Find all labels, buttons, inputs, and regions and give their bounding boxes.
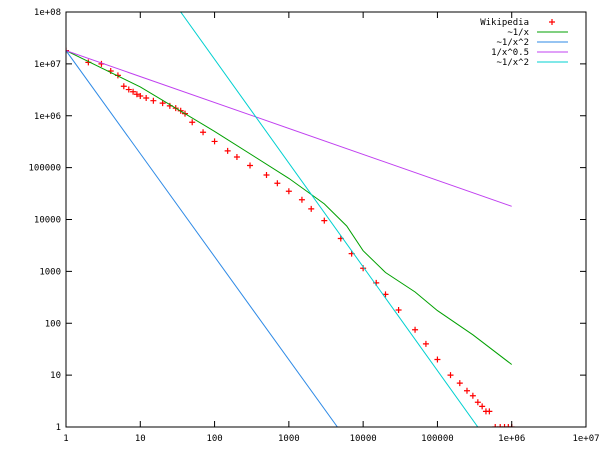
data-point — [120, 83, 127, 90]
data-point — [492, 424, 499, 427]
x-tick-label: 1000 — [278, 434, 300, 444]
ticks-layer: 1 10 100 1000 10000 100000 1e+06 1e+07 1 10 100 100… — [28, 8, 599, 444]
y-tick-label: 1e+06 — [34, 112, 61, 122]
y-tick-label: 100 — [45, 319, 61, 329]
data-point — [395, 307, 402, 314]
data-point — [501, 424, 508, 427]
data-point — [130, 88, 137, 95]
data-point — [211, 138, 218, 145]
data-point — [382, 291, 389, 298]
series-line — [66, 50, 512, 207]
y-tick-label: 1 — [56, 423, 61, 433]
data-point — [143, 94, 150, 101]
data-point — [274, 180, 281, 187]
data-point — [474, 399, 481, 406]
data-point — [189, 119, 196, 126]
legend-label: 1/x^0.5 — [491, 48, 529, 58]
data-point — [125, 86, 132, 93]
series-line — [66, 50, 513, 365]
data-point — [469, 392, 476, 399]
series-2 — [66, 50, 338, 427]
data-point — [505, 424, 512, 427]
y-tick-label: 10000 — [34, 216, 61, 226]
x-tick-label: 100000 — [421, 434, 454, 444]
data-point — [447, 372, 454, 379]
x-tick-label: 10 — [135, 434, 146, 444]
data-point — [159, 100, 166, 107]
data-point — [434, 356, 441, 363]
data-point — [422, 340, 429, 347]
x-tick-label: 1e+06 — [498, 434, 525, 444]
legend-marker — [549, 19, 555, 25]
legend-label: ~1/x^2 — [496, 38, 529, 48]
series-3 — [66, 50, 512, 207]
legend-label: ~1/x — [507, 28, 529, 38]
series-1 — [66, 50, 513, 365]
y-tick-label: 100000 — [28, 164, 61, 174]
data-point — [298, 196, 305, 203]
data-point — [321, 217, 328, 224]
series-line — [180, 12, 479, 427]
data-point — [150, 97, 157, 104]
data-point — [66, 47, 69, 54]
data-point — [247, 162, 254, 169]
data-point — [463, 387, 470, 394]
y-tick-label: 1e+07 — [34, 60, 61, 70]
series-line — [66, 50, 338, 427]
legend-label: ~1/x^2 — [496, 58, 529, 68]
series-4 — [180, 12, 479, 427]
plot-frame — [65, 11, 587, 428]
data-point — [497, 424, 504, 427]
data-point — [456, 380, 463, 387]
y-tick-label: 1e+08 — [34, 8, 61, 18]
y-tick-label: 1000 — [39, 267, 61, 277]
data-point — [224, 147, 231, 154]
data-point — [308, 205, 315, 212]
data-point — [285, 188, 292, 195]
data-point — [137, 93, 144, 100]
x-tick-label: 10000 — [350, 434, 377, 444]
series-0 — [66, 47, 515, 427]
y-tick-label: 10 — [50, 371, 61, 381]
data-point — [412, 326, 419, 333]
legend-label: Wikipedia — [480, 18, 529, 28]
data-point — [233, 154, 240, 161]
series-layer — [66, 12, 515, 427]
x-tick-label: 100 — [206, 434, 222, 444]
data-point — [200, 129, 207, 136]
data-point — [133, 91, 140, 98]
legend: Wikipedia~1/x~1/x^21/x^0.5~1/x^2 — [480, 18, 568, 68]
x-tick-label: 1 — [63, 434, 68, 444]
data-point — [479, 403, 486, 410]
data-point — [486, 408, 493, 415]
x-tick-label: 1e+07 — [572, 434, 599, 444]
data-point — [263, 172, 270, 179]
